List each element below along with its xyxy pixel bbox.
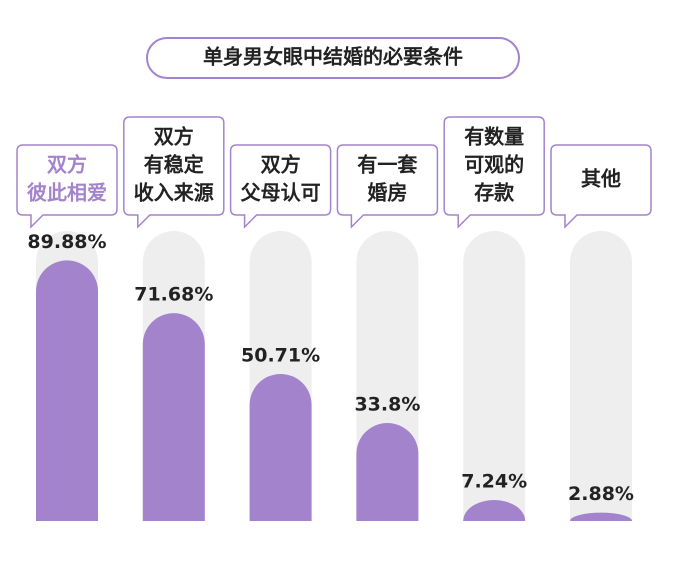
value-label: 71.68% (134, 284, 213, 306)
label-bubble (336, 144, 439, 229)
category-label: 有稳定 (144, 153, 204, 177)
bar (463, 500, 526, 521)
category-label: 婚房 (367, 181, 407, 205)
bar (36, 260, 98, 521)
value-label: 2.88% (568, 483, 634, 505)
title-pill (146, 37, 520, 79)
label-bubble (123, 116, 225, 229)
bar (142, 313, 205, 521)
category-label: 双方 (154, 125, 194, 149)
label-bubble (443, 116, 545, 229)
label-bubble (229, 144, 332, 229)
bar (356, 422, 419, 521)
value-label: 33.8% (354, 393, 420, 415)
category-label: 其他 (581, 167, 621, 191)
value-label: 7.24% (461, 471, 527, 493)
chart-title: 单身男女眼中结婚的必要条件 (203, 45, 463, 69)
bar-track (570, 231, 632, 521)
category-label: 双方 (47, 153, 87, 177)
category-label: 有一套 (357, 153, 417, 177)
category-label: 双方 (261, 153, 301, 177)
category-label: 可观的 (464, 153, 524, 177)
value-label: 89.88% (27, 231, 106, 253)
category-label: 存款 (474, 181, 515, 205)
bar-track (463, 231, 526, 521)
label-bubble (550, 144, 652, 229)
label-bubble (16, 144, 118, 229)
category-label: 收入来源 (134, 181, 214, 205)
bar (570, 512, 632, 521)
category-label: 彼此相爱 (27, 181, 107, 205)
category-label: 父母认可 (240, 181, 321, 205)
bar (249, 373, 312, 521)
category-label: 有数量 (464, 125, 524, 149)
value-label: 50.71% (241, 344, 320, 366)
